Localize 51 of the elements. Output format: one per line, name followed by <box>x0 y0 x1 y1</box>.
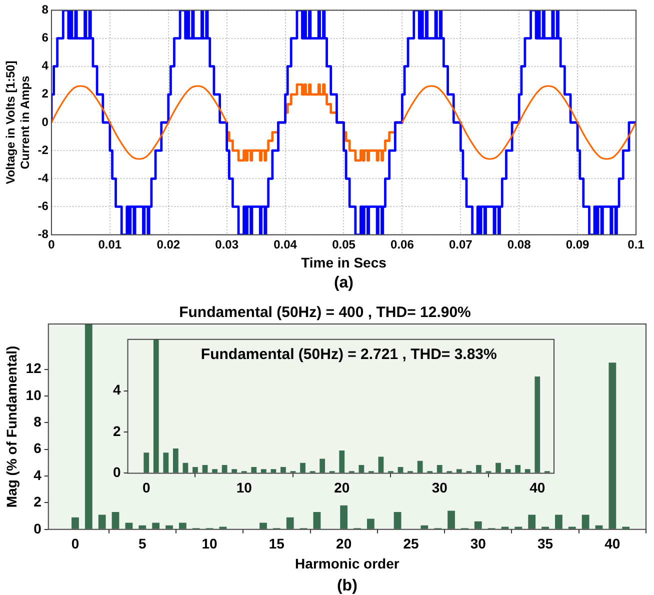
x-tick-label: 0 <box>142 479 150 496</box>
x-tick-label: 0.01 <box>98 237 122 252</box>
y-tick-label: 10 <box>26 386 42 403</box>
y-tick-label: 2 <box>112 422 121 439</box>
x-tick-label: 0.02 <box>156 237 180 252</box>
y-tick-label: 6 <box>34 440 42 456</box>
x-tick-label: 0.03 <box>215 237 239 252</box>
y-tick-label: 2 <box>42 86 49 101</box>
x-tick-label: 40 <box>604 536 620 552</box>
text: (b) <box>336 577 358 594</box>
y-tick-label: -8 <box>38 227 49 242</box>
x-tick-label: 0.07 <box>448 237 473 252</box>
x-tick-label: 30 <box>432 479 448 496</box>
y-tick-label: 4 <box>42 58 49 73</box>
x-tick-label: 0.05 <box>332 237 356 252</box>
x-tick-label: 30 <box>470 536 486 552</box>
x-tick-label: 0.06 <box>390 237 414 252</box>
x-tick-label: 15 <box>268 536 285 552</box>
x-tick-label: 0 <box>71 536 80 552</box>
x-tick-label: 0.09 <box>566 237 590 252</box>
y-axis-title: Mag (% of Fundamental) <box>3 346 20 508</box>
x-tick-label: 10 <box>202 536 218 552</box>
x-tick-label: 40 <box>530 479 546 496</box>
y-tick-label: 6 <box>42 30 49 45</box>
x-tick-label: 35 <box>537 536 554 552</box>
y-tick-label: 0 <box>42 114 49 129</box>
y-tick-label: -4 <box>38 170 49 185</box>
x-tick-label: 20 <box>336 536 352 552</box>
chart-title: Fundamental (50Hz) = 2.721 , THD= 3.83% <box>200 346 497 364</box>
x-tick-label: 20 <box>334 479 350 496</box>
y-tick-label: -2 <box>38 142 49 157</box>
x-tick-label: 25 <box>403 536 419 552</box>
x-tick-label: 0.08 <box>507 237 532 252</box>
y-tick-label: 0 <box>34 520 42 536</box>
y-tick-label: 8 <box>34 414 42 430</box>
y-tick-label: -6 <box>38 199 49 214</box>
y-tick-label: 4 <box>112 382 121 398</box>
x-tick-label: 0.04 <box>274 237 298 252</box>
y-tick-label: 8 <box>42 2 49 17</box>
x-tick-label: 0.1 <box>628 237 645 252</box>
x-axis-title: Harmonic order <box>295 555 400 572</box>
x-axis-title: Time in Secs <box>301 254 387 270</box>
y-tick-label: 4 <box>34 466 42 483</box>
y-tick-label: 12 <box>26 360 42 376</box>
text: (a) <box>334 274 354 292</box>
y-axis-title: Voltage in Volts [1:50] Current in Amps <box>4 60 32 184</box>
y-tick-label: 0 <box>112 464 121 480</box>
y-tick-label: 2 <box>34 494 42 510</box>
chart-title: Fundamental (50Hz) = 400 , THD= 12.90% <box>179 304 471 322</box>
x-tick-label: 10 <box>236 479 252 496</box>
x-tick-label: 5 <box>138 536 146 552</box>
